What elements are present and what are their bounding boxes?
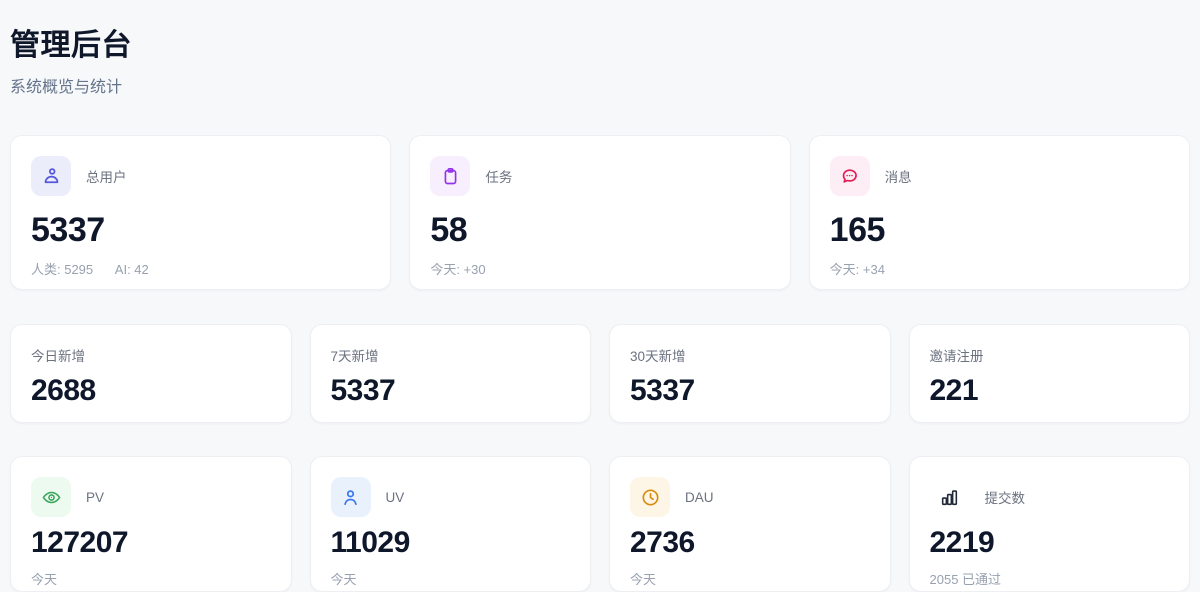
message-bubble-icon [829,156,870,196]
stat-card-new-30d: 30天新增 5337 [609,324,891,423]
stat-footer: 今天: +34 [829,262,885,277]
card-head: 消息 [829,156,1169,196]
clipboard-icon [430,156,471,196]
primary-stats-row: 总用户 5337 人类: 5295 AI: 42 任务 58 今天: +30 [10,135,1190,290]
stat-card-new-today: 今日新增 2688 [10,324,292,423]
stat-card-total-users: 总用户 5337 人类: 5295 AI: 42 [10,135,392,290]
stat-label: 今日新增 [31,349,85,364]
clock-icon [630,477,670,517]
users-icon [31,156,71,196]
stat-label: UV [385,489,405,505]
stat-card-pv: PV 127207 今天 [10,456,292,592]
stat-label: PV [86,489,105,505]
stat-value: 2688 [31,374,96,407]
stat-value: 58 [430,211,468,249]
card-head: 任务 [430,156,769,196]
stat-value: 221 [929,374,979,407]
stat-value: 11029 [330,526,411,559]
stat-card-messages: 消息 165 今天: +34 [808,135,1190,290]
stat-label: DAU [685,489,714,505]
stat-card-invite-signups: 邀请注册 221 [908,324,1190,423]
card-head: DAU [630,477,870,517]
page-header: 管理后台 系统概览与统计 [10,20,1190,97]
page-subtitle: 系统概览与统计 [10,79,123,96]
stat-footer: 今天 [330,572,357,587]
traffic-stats-row: PV 127207 今天 UV 11029 今天 DAU [10,456,1190,592]
stat-label: 邀请注册 [929,349,984,364]
person-icon [330,477,371,517]
stat-value: 127207 [31,526,129,559]
stat-card-dau: DAU 2736 今天 [609,456,891,592]
stat-value: 2736 [630,526,695,559]
stat-label: 总用户 [86,170,127,185]
stat-value: 165 [829,211,886,249]
stat-value: 5337 [630,374,695,407]
stat-footer-ai: AI: 42 [114,262,149,277]
stat-footer: 人类: 5295 AI: 42 [31,259,370,278]
stat-label: 7天新增 [330,349,379,364]
stat-label: 提交数 [984,491,1026,506]
card-head: 提交数 [930,477,1170,517]
card-head: UV [330,477,571,517]
stat-value: 5337 [31,211,105,249]
stat-value: 5337 [330,374,396,407]
stat-label: 任务 [485,170,513,185]
eye-icon [31,477,71,517]
stat-card-new-7d: 7天新增 5337 [309,324,591,423]
stat-card-uv: UV 11029 今天 [309,456,591,592]
page-title: 管理后台 [10,29,132,62]
stat-footer: 今天: +30 [430,262,486,277]
growth-stats-row: 今日新增 2688 7天新增 5337 30天新增 5337 邀请注册 221 [10,324,1190,423]
stat-card-submissions: 提交数 2219 2055 已通过 [908,456,1190,592]
stat-footer-humans: 人类: 5295 [31,262,94,277]
stat-footer: 2055 已通过 [929,572,1002,587]
stat-value: 2219 [929,526,995,559]
bar-chart-icon [930,477,970,517]
stat-card-tasks: 任务 58 今天: +30 [409,135,791,290]
card-head: PV [31,477,271,517]
stat-footer: 今天 [31,572,58,587]
stat-label: 消息 [884,170,912,185]
card-head: 总用户 [31,156,370,196]
stat-label: 30天新增 [630,349,686,364]
stat-footer: 今天 [630,572,657,587]
